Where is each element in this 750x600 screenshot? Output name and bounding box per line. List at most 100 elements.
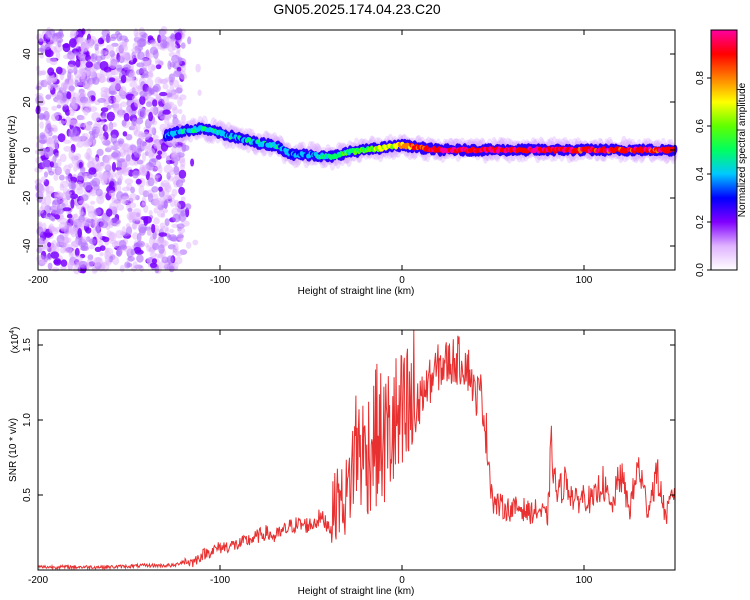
noise-blob	[44, 43, 51, 50]
noise-blob	[96, 126, 104, 136]
noise-blob	[88, 244, 95, 250]
noise-blob	[63, 54, 72, 60]
noise-blob	[78, 260, 88, 269]
noise-blob	[86, 67, 96, 75]
colorbar-tick-label: 0.8	[695, 71, 706, 85]
noise-blob	[43, 255, 49, 263]
noise-blob	[104, 255, 110, 265]
noise-blob	[139, 226, 146, 236]
noise-blob	[172, 117, 179, 125]
noise-blob	[59, 240, 68, 246]
noise-blob	[128, 213, 134, 223]
noise-blob	[139, 95, 146, 106]
noise-blob	[166, 172, 171, 180]
noise-blob	[109, 36, 117, 41]
noise-blob	[173, 79, 180, 88]
noise-blob	[154, 58, 160, 64]
noise-blob	[120, 195, 129, 205]
snr-x-label: Height of straight line (km)	[298, 586, 415, 597]
noise-blob	[119, 231, 126, 236]
noise-blob	[55, 66, 63, 75]
noise-blob	[167, 43, 176, 53]
noise-blob	[136, 159, 144, 165]
snr-y-ticks: 0.5 1.0 1.5	[22, 338, 675, 502]
noise-blob	[129, 81, 138, 88]
noise-blob	[135, 178, 142, 185]
noise-blob	[152, 99, 158, 107]
noise-blob	[71, 100, 79, 110]
noise-blob	[146, 244, 152, 252]
noise-blob	[176, 234, 184, 239]
noise-blob	[89, 180, 98, 187]
noise-blob	[74, 79, 79, 88]
snr-series	[37, 329, 676, 571]
noise-blob	[143, 217, 149, 226]
noise-blob	[125, 154, 131, 162]
noise-blob	[81, 28, 86, 35]
noise-blob	[86, 258, 94, 269]
noise-blob	[68, 85, 75, 92]
noise-blob	[75, 58, 81, 68]
noise-blob	[181, 114, 186, 124]
noise-blob	[154, 253, 163, 259]
noise-blob	[122, 186, 130, 192]
noise-blob	[116, 204, 125, 211]
noise-blob	[68, 252, 74, 258]
noise-blob	[90, 200, 96, 205]
noise-blob	[106, 71, 113, 79]
noise-blob	[135, 122, 141, 132]
noise-blob	[181, 144, 190, 152]
snr-line	[37, 329, 676, 571]
noise-blob	[43, 171, 49, 178]
noise-blob	[52, 267, 60, 272]
noise-blob	[66, 64, 75, 72]
noise-blob	[43, 110, 50, 121]
noise-blob	[78, 53, 87, 58]
noise-blob	[85, 61, 94, 68]
noise-blob	[136, 254, 144, 263]
noise-blob	[52, 199, 62, 206]
noise-blob	[119, 264, 125, 273]
noise-blob	[169, 61, 176, 68]
chart-title: GN05.2025.174.04.23.C20	[273, 1, 441, 17]
noise-blob	[59, 174, 65, 181]
noise-blob	[44, 184, 50, 193]
noise-blob	[149, 262, 158, 268]
noise-blob	[110, 217, 119, 227]
noise-blob	[93, 257, 102, 267]
noise-blob	[67, 71, 72, 81]
noise-blob	[108, 190, 116, 197]
noise-blob	[133, 246, 142, 253]
noise-blob	[122, 143, 131, 153]
noise-blob	[35, 85, 42, 91]
noise-blob	[141, 110, 146, 119]
noise-blob	[162, 83, 169, 90]
noise-blob	[148, 70, 153, 78]
noise-blob	[64, 244, 72, 254]
colorbar-label: Normalized spectral amplitude	[737, 82, 748, 217]
noise-blob	[94, 55, 103, 62]
noise-blob	[164, 198, 173, 203]
noise-blob	[147, 177, 155, 187]
noise-blob	[85, 155, 91, 161]
noise-blob	[100, 135, 106, 144]
noise-blob	[137, 51, 145, 61]
noise-blob	[56, 104, 62, 109]
noise-blob	[105, 44, 115, 52]
noise-blob	[94, 225, 101, 232]
noise-blob	[49, 58, 58, 66]
noise-blob	[47, 242, 52, 248]
noise-blob	[181, 178, 186, 183]
noise-blob	[116, 184, 122, 193]
noise-blob	[180, 196, 186, 202]
x-tick-label: 100	[576, 575, 593, 586]
noise-blob	[111, 197, 118, 204]
y-tick-label: 20	[22, 96, 33, 108]
noise-blob	[170, 236, 179, 242]
noise-blob	[60, 259, 68, 267]
noise-blob	[69, 53, 76, 62]
noise-blob	[171, 207, 180, 216]
noise-blob	[50, 84, 59, 88]
colorbar-tick-label: 0.0	[695, 263, 706, 277]
